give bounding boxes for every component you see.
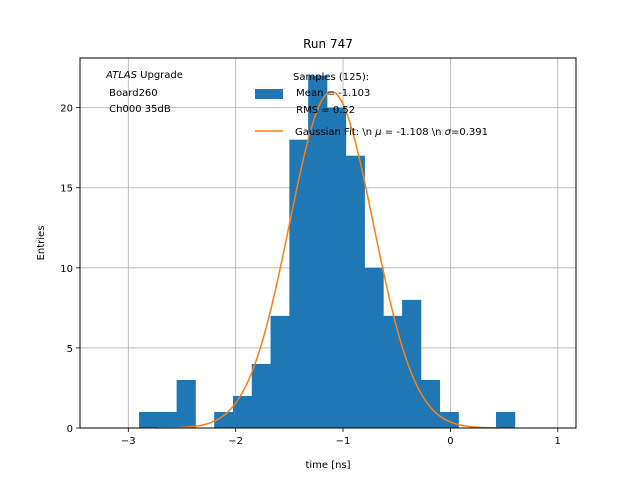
histogram-bar <box>214 411 234 428</box>
annotation-line-3: Ch000 35dB <box>106 104 171 115</box>
legend-fit-sigma-value: =0.391 <box>451 127 488 138</box>
y-tick-label: 20 <box>60 104 73 115</box>
histogram-bar <box>232 395 253 428</box>
legend-samples-line-3: RMS = 0.52 <box>293 105 355 116</box>
legend-fit-mu-symbol: μ <box>374 127 381 138</box>
histogram-bar <box>345 155 365 428</box>
atlas-annotation: ATLAS Upgrade Board260 Ch000 35dB <box>105 70 183 115</box>
x-tick-label: −3 <box>121 436 136 447</box>
legend-samples-line-2: Mean = -1.103 <box>293 88 370 99</box>
y-axis-label: Entries <box>36 226 47 261</box>
gaussian-fit <box>155 90 499 429</box>
y-tick-label: 10 <box>60 264 73 275</box>
annotation-atlas: ATLAS <box>105 70 138 81</box>
x-tick-label: −1 <box>336 436 351 447</box>
legend-samples-line-1: Samples (125): <box>293 72 369 83</box>
histogram-bar <box>439 411 459 428</box>
chart-title: Run 747 <box>303 37 353 51</box>
histogram-bar <box>420 379 441 428</box>
legend-fit-sigma-symbol: σ <box>445 127 452 138</box>
histogram-bar <box>364 267 384 428</box>
legend-fit-mu-value: = -1.108 \n <box>382 127 445 138</box>
x-tick-label: 1 <box>555 436 561 447</box>
x-axis-label: time [ns] <box>305 460 350 471</box>
annotation-line-1: ATLAS Upgrade <box>105 70 183 81</box>
x-tick-label: 0 <box>447 436 453 447</box>
legend-samples-swatch <box>255 89 283 99</box>
histogram-bar <box>326 107 347 428</box>
histogram-bar <box>308 75 328 428</box>
axes-frame <box>79 57 577 429</box>
y-tick-label: 15 <box>60 184 73 195</box>
legend: Samples (125): Mean = -1.103 RMS = 0.52 … <box>255 72 488 138</box>
gaussian-fit-curve <box>155 90 499 429</box>
histogram-bar <box>157 411 178 428</box>
histogram-bar <box>496 411 516 428</box>
histogram-bar <box>402 299 422 428</box>
histogram-bar <box>270 315 290 428</box>
annotation-upgrade: Upgrade <box>137 70 183 81</box>
x-axis-ticks: −3 −2 −1 0 1 <box>121 428 561 447</box>
x-tick-label: −2 <box>228 436 243 447</box>
histogram-bars <box>139 75 516 429</box>
legend-fit-prefix: Gaussian Fit: \n <box>295 127 375 138</box>
y-tick-label: 5 <box>67 344 73 355</box>
histogram-bar <box>176 379 196 428</box>
y-axis-ticks: 0 5 10 15 20 <box>60 104 80 435</box>
histogram-bar <box>289 139 309 429</box>
annotation-line-2: Board260 <box>106 88 158 99</box>
y-tick-label: 0 <box>67 424 73 435</box>
histogram-bar <box>139 411 159 428</box>
legend-fit-label: Gaussian Fit: \n μ = -1.108 \n σ=0.391 <box>295 127 488 138</box>
histogram-bar <box>251 363 271 428</box>
histogram-bar <box>383 315 403 428</box>
